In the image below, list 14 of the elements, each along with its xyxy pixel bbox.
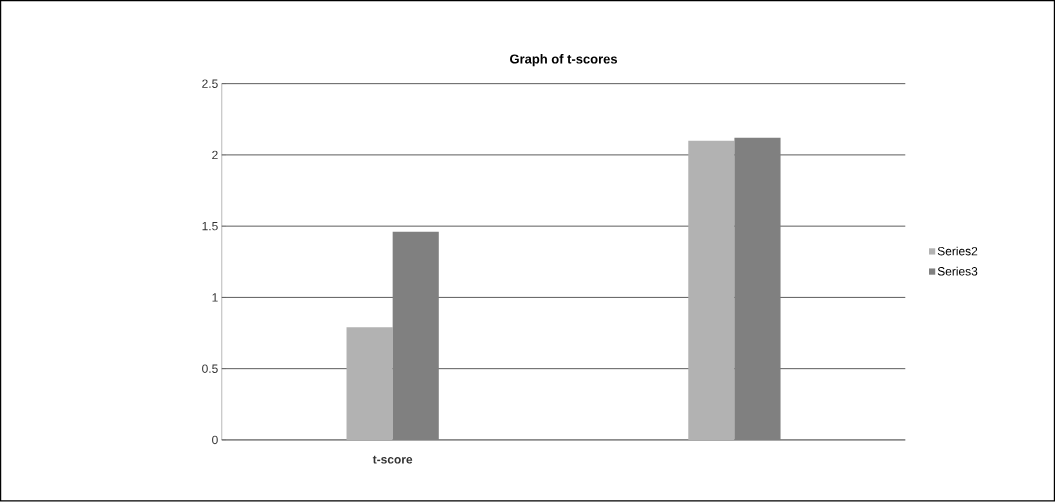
y-tick-label: 0 <box>212 435 218 445</box>
bar <box>346 327 393 441</box>
y-tick-label: 1.5 <box>202 222 218 231</box>
y-tick-label: 0.5 <box>202 364 218 374</box>
legend-label: Series3 <box>937 267 978 276</box>
bar <box>392 232 439 441</box>
y-tick-label: 2 <box>212 150 218 160</box>
y-tick-label: 1 <box>212 293 218 302</box>
x-tick-label: t-score <box>372 455 413 464</box>
bar <box>688 140 735 441</box>
chart-title: Graph of t-scores <box>510 54 618 67</box>
legend-label: Series2 <box>937 246 978 256</box>
y-tick-label: 2.5 <box>202 79 218 89</box>
bar <box>734 138 781 441</box>
